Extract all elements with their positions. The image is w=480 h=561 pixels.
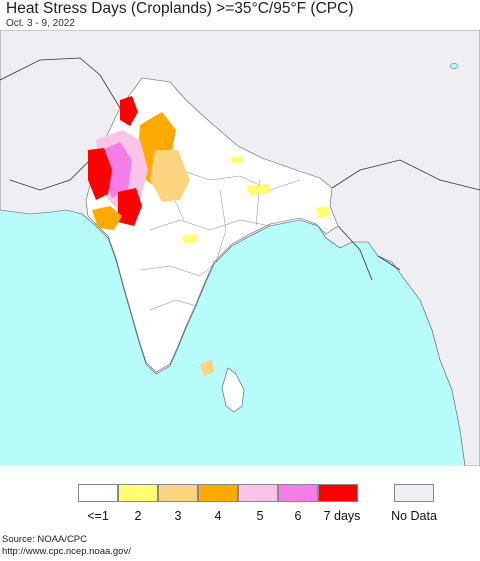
patch-yellow-up-2 bbox=[230, 156, 244, 164]
date-range: Oct. 3 - 9, 2022 bbox=[6, 18, 75, 29]
south-asia-heat-stress-map bbox=[0, 30, 480, 466]
legend-label-5: 5 bbox=[256, 509, 264, 523]
legend-swatch-6 bbox=[278, 484, 318, 502]
legend-swatch-4 bbox=[198, 484, 238, 502]
sri-lanka bbox=[221, 367, 245, 413]
patch-yellow-central bbox=[182, 234, 198, 244]
patch-red-sindh-1 bbox=[88, 148, 112, 200]
legend-swatch-5 bbox=[238, 484, 278, 502]
patch-lightorange-tamilnadu bbox=[200, 360, 214, 376]
legend-label-no-data: No Data bbox=[391, 509, 437, 523]
legend-swatch-7 bbox=[318, 484, 358, 502]
legend-label-7: 7 days bbox=[323, 509, 361, 523]
source-text: Source: NOAA/CPC bbox=[2, 534, 87, 545]
legend-swatch-le1 bbox=[78, 484, 118, 502]
legend-label-2: 2 bbox=[134, 509, 142, 523]
legend-swatch-2 bbox=[118, 484, 158, 502]
patch-orange-kutch bbox=[92, 206, 122, 230]
legend-swatch-no-data bbox=[394, 484, 434, 502]
legend-label-4: 4 bbox=[214, 509, 222, 523]
legend-label-le1: <=1 bbox=[87, 509, 109, 523]
legend-label-3: 3 bbox=[174, 509, 182, 523]
legend: <=1 2 3 4 5 6 7 days No Data bbox=[0, 466, 480, 530]
source-url: http://www.cpc.ncep.noaa.gov/ bbox=[2, 546, 131, 557]
country-borders bbox=[0, 57, 480, 281]
legend-label-6: 6 bbox=[294, 509, 302, 523]
lake-marker bbox=[449, 63, 459, 69]
map-title: Heat Stress Days (Croplands) >=35°C/95°F… bbox=[6, 0, 354, 17]
patch-red-sindh-2 bbox=[118, 188, 142, 226]
patch-lightorange-rajasthan bbox=[150, 150, 190, 202]
legend-swatch-3 bbox=[158, 484, 198, 502]
patch-red-sindh-3 bbox=[120, 96, 138, 126]
patch-yellow-east bbox=[316, 206, 330, 218]
patch-yellow-up-1 bbox=[246, 184, 272, 196]
heat-patches bbox=[88, 96, 330, 376]
